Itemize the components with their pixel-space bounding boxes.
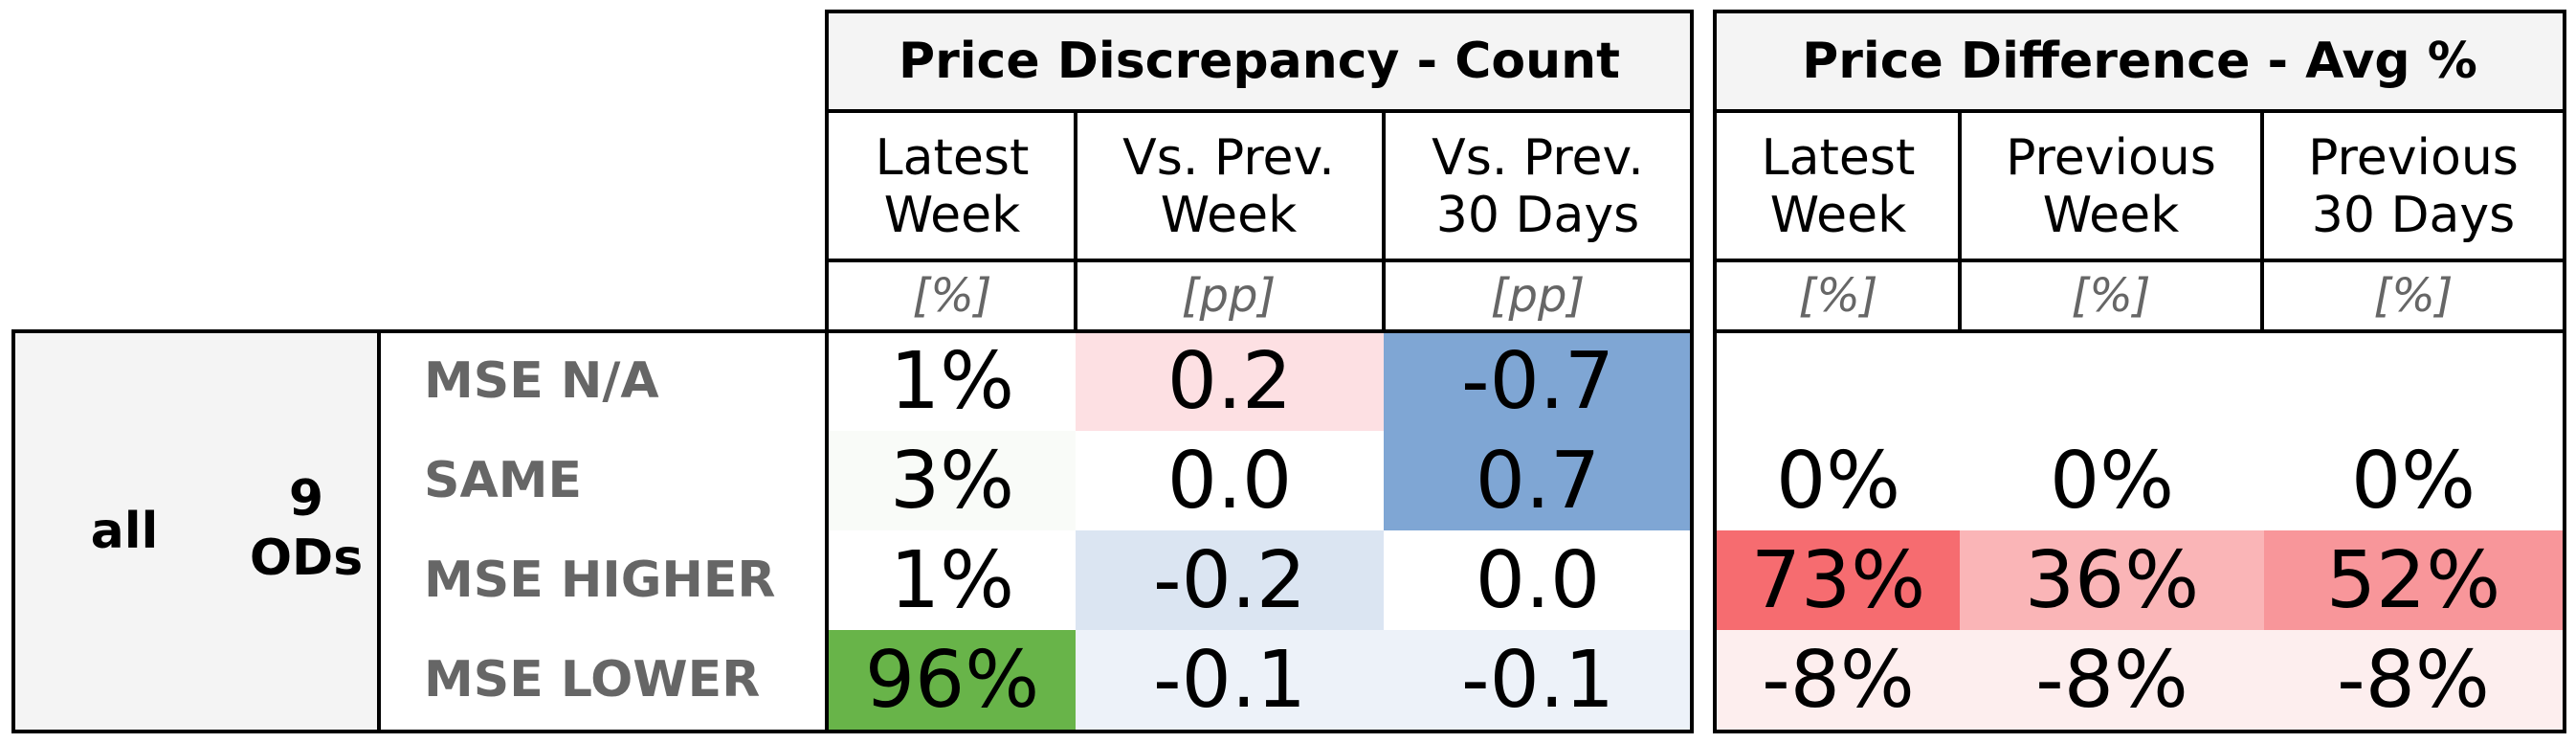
divider [825, 10, 829, 733]
row-label-mse-na: MSE N/A [424, 352, 659, 410]
group-ods-label: ODs [249, 529, 364, 587]
divider [1713, 329, 2566, 333]
row-label-mse-lower: MSE LOWER [424, 651, 761, 709]
count-cell: 96% [829, 630, 1076, 730]
count-col-vs-prev-week: Vs. Prev. Week [1122, 129, 1335, 244]
avg-cell: -8% [1717, 630, 1960, 730]
count-cell: -0.1 [1076, 630, 1384, 730]
count-col-latest-week: Latest Week [875, 129, 1030, 244]
divider [1958, 111, 1962, 331]
avg-cell [2264, 331, 2563, 431]
group-panel [11, 331, 379, 732]
count-section-title: Price Discrepancy - Count [825, 10, 1694, 113]
divider [1690, 10, 1694, 733]
divider [1713, 259, 2566, 262]
row-label-mse-higher: MSE HIGHER [424, 552, 776, 609]
divider [1074, 111, 1077, 331]
avg-col-previous-30-days: Previous 30 Days [2308, 129, 2519, 244]
divider [377, 329, 381, 733]
count-cell: -0.2 [1076, 530, 1384, 630]
avg-unit-latest-week: [%] [1798, 269, 1878, 323]
group-ods-count: 9 [288, 470, 324, 528]
row-label-same: SAME [424, 452, 582, 509]
avg-cell [1960, 331, 2264, 431]
avg-unit-previous-30-days: [%] [2373, 269, 2454, 323]
avg-cell: -8% [1960, 630, 2264, 730]
avg-cell: 73% [1717, 530, 1960, 630]
count-cell: 3% [829, 431, 1076, 530]
divider [825, 259, 1694, 262]
avg-cell: -8% [2264, 630, 2563, 730]
count-cell: 0.0 [1384, 530, 1692, 630]
divider [2260, 111, 2264, 331]
avg-col-latest-week: Latest Week [1761, 129, 1916, 244]
count-unit-latest-week: [%] [912, 269, 992, 323]
avg-cell: 36% [1960, 530, 2264, 630]
divider [2563, 10, 2566, 733]
avg-cell: 52% [2264, 530, 2563, 630]
divider [11, 329, 15, 733]
avg-cell [1717, 331, 1960, 431]
avg-unit-previous-week: [%] [2071, 269, 2151, 323]
count-cell: 0.0 [1076, 431, 1384, 530]
avg-section-title: Price Difference - Avg % [1713, 10, 2566, 113]
count-col-vs-prev-30-days: Vs. Prev. 30 Days [1432, 129, 1644, 244]
count-cell: 0.7 [1384, 431, 1692, 530]
count-cell: 1% [829, 530, 1076, 630]
count-cell: 1% [829, 331, 1076, 431]
count-unit-vs-prev-30-days: [pp] [1490, 269, 1586, 323]
count-cell: -0.7 [1384, 331, 1692, 431]
divider [1713, 730, 2566, 733]
avg-col-previous-week: Previous Week [2006, 129, 2216, 244]
count-unit-vs-prev-week: [pp] [1181, 269, 1277, 323]
divider [1382, 111, 1386, 331]
divider [11, 730, 1694, 733]
divider [11, 329, 1694, 333]
avg-cell: 0% [1717, 431, 1960, 530]
avg-cell: 0% [2264, 431, 2563, 530]
divider [1713, 10, 1717, 733]
group-all-label: all [90, 503, 159, 560]
avg-cell: 0% [1960, 431, 2264, 530]
count-cell: 0.2 [1076, 331, 1384, 431]
count-cell: -0.1 [1384, 630, 1692, 730]
